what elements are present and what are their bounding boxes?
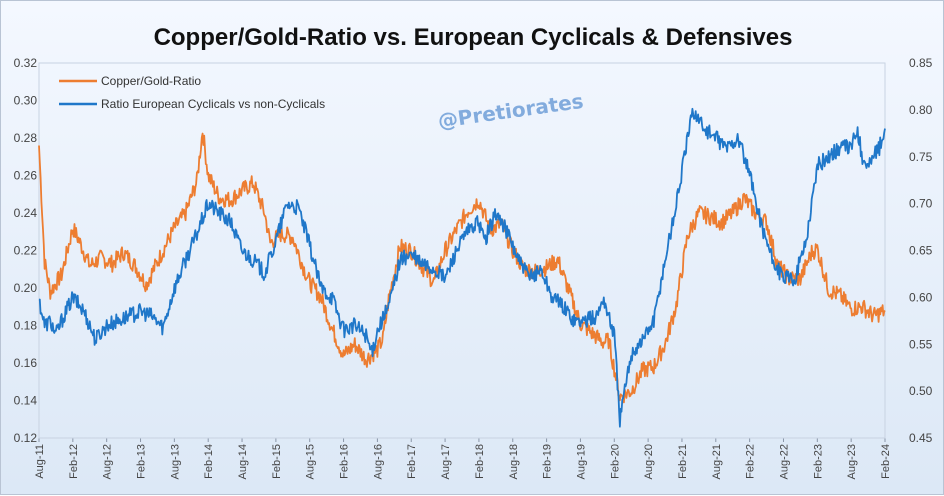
y-left-tick-label: 0.28 [14,131,38,145]
legend-label-copper-gold: Copper/Gold-Ratio [101,74,201,88]
x-tick-label: Feb-14 [203,444,215,479]
watermark: @Pretiorates [436,89,585,133]
x-tick-label: Feb-18 [474,444,486,479]
chart-title: Copper/Gold-Ratio vs. European Cyclicals… [154,24,793,51]
y-left-tick-label: 0.24 [14,206,38,220]
x-tick-label: Feb-24 [880,444,892,479]
x-tick-label: Feb-12 [68,444,80,479]
legend-label-cyclicals: Ratio European Cyclicals vs non-Cyclical… [101,97,325,111]
y-right-tick-label: 0.60 [909,290,933,304]
y-right-tick-label: 0.85 [909,56,933,70]
x-axis: Aug-11 Feb-12 Aug-12 Feb-13 Aug-13 Feb-14 Aug-… [34,438,892,479]
y-right-tick-label: 0.70 [909,197,933,211]
y-right-tick-label: 0.80 [909,103,933,117]
y-left-tick-label: 0.26 [14,169,38,183]
y-right-tick-label: 0.55 [909,337,933,351]
x-tick-label: Feb-19 [542,444,554,479]
legend: Copper/Gold-Ratio Ratio European Cyclica… [59,74,325,111]
x-tick-label: Aug-16 [372,444,384,479]
series-layer [38,107,886,428]
y-left-tick-label: 0.18 [14,319,38,333]
x-tick-label: Aug-20 [643,444,655,479]
y-right-tick-label: 0.65 [909,244,933,258]
y-left-tick-label: 0.16 [14,356,38,370]
y-left-tick-label: 0.20 [14,281,38,295]
y-left-tick-label: 0.30 [14,94,38,108]
y-right-tick-label: 0.45 [909,431,933,445]
x-tick-label: Aug-19 [575,444,587,479]
y-right-tick-label: 0.50 [909,384,933,398]
x-tick-label: Aug-17 [440,444,452,479]
y-right-axis: 0.45 0.50 0.55 0.60 0.65 0.70 0.75 0.80 0.85 [909,56,933,445]
x-tick-label: Feb-16 [339,444,351,479]
series-line-cyclicals [38,107,886,428]
x-tick-label: Aug-23 [846,444,858,479]
x-tick-label: Feb-21 [677,444,689,479]
y-left-axis: 0.12 0.14 0.16 0.18 0.20 0.22 0.24 0.26 0.28 0.30… [14,56,38,445]
y-left-tick-label: 0.32 [14,56,38,70]
y-left-tick-label: 0.14 [14,394,38,408]
x-tick-label: Feb-20 [609,444,621,479]
y-left-tick-label: 0.12 [14,431,38,445]
x-tick-label: Aug-12 [102,444,114,479]
x-tick-label: Aug-15 [305,444,317,479]
y-left-tick-label: 0.22 [14,244,38,258]
plot-area [38,62,886,439]
x-tick-label: Feb-22 [745,444,757,479]
x-tick-label: Feb-17 [406,444,418,479]
x-tick-label: Feb-15 [271,444,283,479]
x-tick-label: Aug-21 [711,444,723,479]
x-tick-label: Feb-13 [136,444,148,479]
x-tick-label: Aug-22 [778,444,790,479]
series-line-copper-gold [38,132,886,404]
y-right-tick-label: 0.75 [909,150,933,164]
x-tick-label: Aug-18 [508,444,520,479]
x-tick-label: Aug-11 [34,444,46,479]
x-tick-label: Aug-13 [169,444,181,479]
x-tick-label: Aug-14 [237,444,249,479]
x-tick-label: Feb-23 [812,444,824,479]
